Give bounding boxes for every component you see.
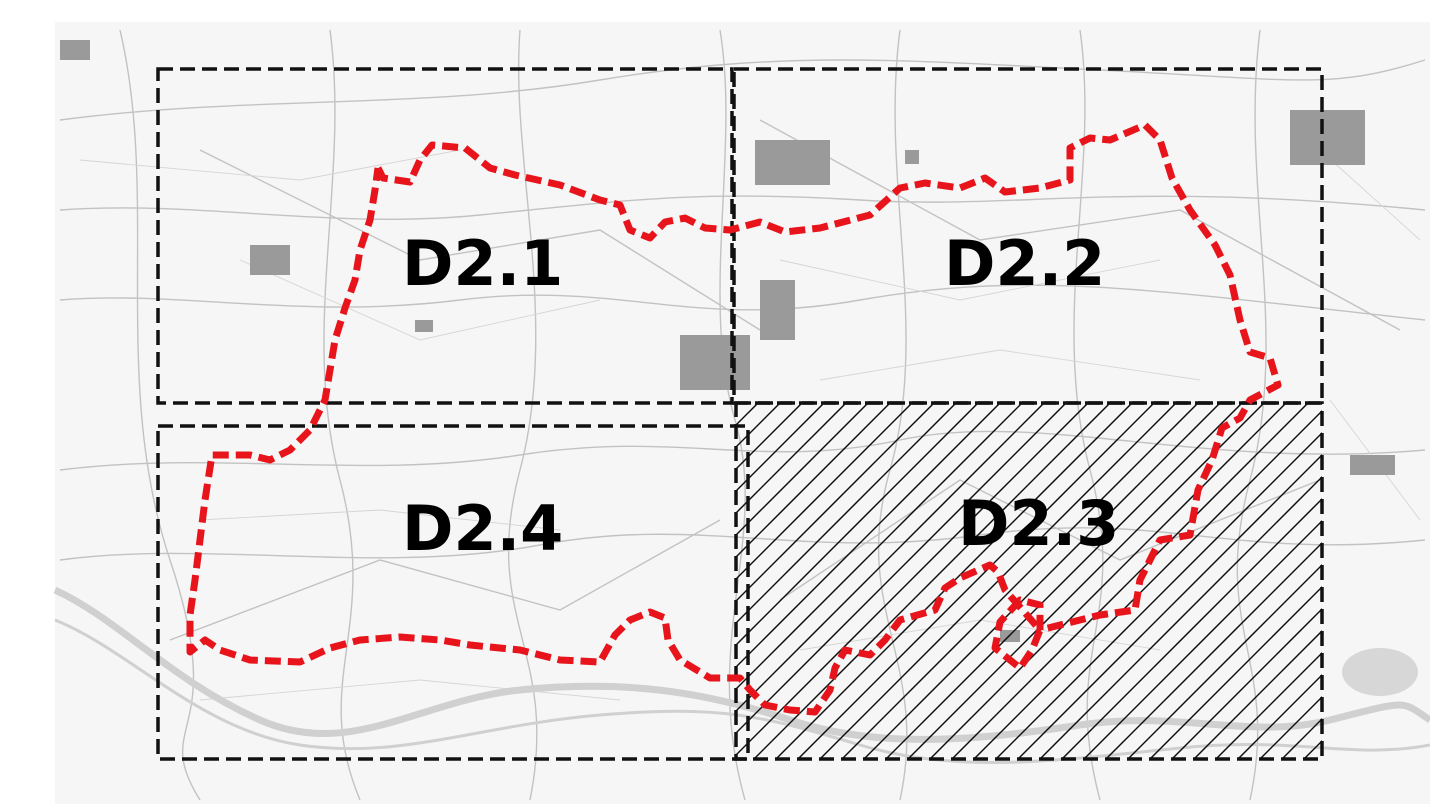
hatch-line	[1171, 607, 1322, 759]
hatch-line	[736, 403, 825, 493]
hatch-line	[797, 403, 1155, 759]
basemap-background	[55, 22, 1430, 804]
hatch-line	[736, 403, 913, 581]
sector-d2-1-box[interactable]	[156, 67, 734, 405]
hatch-line	[929, 403, 1287, 759]
sector-d2-3-box[interactable]	[734, 401, 1324, 761]
hatch-line	[736, 403, 979, 647]
urban-areas	[60, 40, 1395, 642]
hatch-line	[841, 403, 1199, 759]
hatch-line	[1259, 695, 1322, 759]
hatch-line	[736, 403, 1001, 669]
sector-label-d2-2: D2.2	[944, 227, 1105, 300]
hatch-line	[973, 409, 1322, 759]
hatch-line	[1083, 519, 1322, 759]
sector-label-d2-4: D2.4	[402, 492, 563, 565]
hatch-line	[1215, 651, 1322, 759]
hatch-line	[863, 403, 1221, 759]
sector-label-d2-3: D2.3	[958, 487, 1119, 560]
hatch-line	[753, 403, 1111, 759]
hatch-line	[1237, 673, 1322, 759]
hatch-line	[736, 403, 891, 559]
sector-label-d2-1: D2.1	[402, 227, 563, 300]
study-area-boundary	[186, 121, 1282, 716]
sector-grid	[156, 67, 1324, 761]
hatch-line	[1039, 475, 1322, 759]
hatch-line	[736, 403, 1067, 735]
hatch-line	[907, 403, 1265, 759]
river	[53, 586, 1430, 765]
hatch-line	[1061, 497, 1322, 759]
hatch-line	[736, 403, 1089, 757]
hatch-line	[736, 403, 847, 515]
hatch-line	[1127, 563, 1322, 759]
hatch-line	[736, 403, 803, 471]
hatch-line	[1017, 453, 1322, 759]
lake	[1342, 648, 1418, 696]
hatch-line	[995, 431, 1322, 759]
hatch-line	[1105, 541, 1322, 759]
hatch-line	[736, 403, 869, 537]
road-network	[59, 29, 1426, 801]
hatch-line	[736, 403, 957, 625]
hatch-line	[1149, 585, 1322, 759]
hatch-line	[1193, 629, 1322, 759]
hatch-line	[736, 403, 935, 603]
hatch-line	[885, 403, 1243, 759]
hatch-line	[736, 403, 1023, 691]
hatch-line	[951, 403, 1309, 759]
sector-d2-4-box[interactable]	[156, 424, 750, 761]
